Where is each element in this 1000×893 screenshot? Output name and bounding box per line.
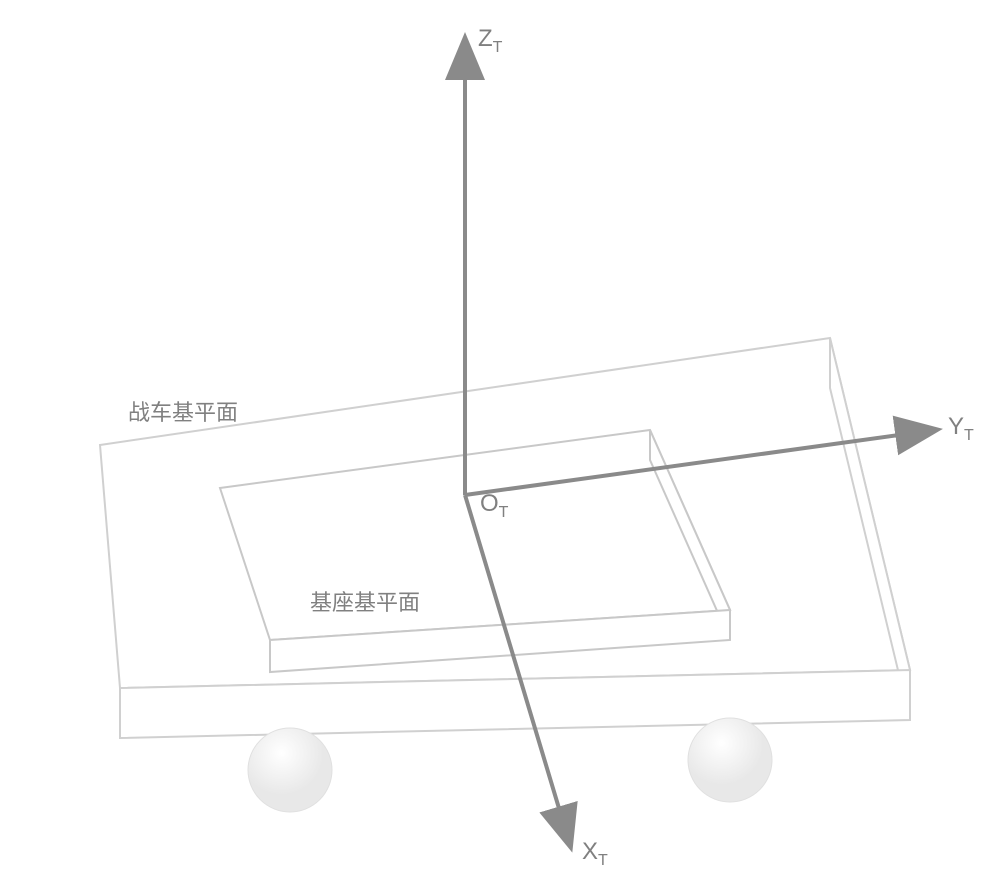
outer-plane-label: 战车基平面	[128, 395, 238, 427]
x-axis-label: XT	[582, 838, 608, 866]
y-axis-label: YT	[948, 413, 974, 441]
coordinate-diagram: 战车基平面 基座基平面 ZT YT XT OT	[0, 0, 1000, 893]
z-axis-label: ZT	[478, 25, 502, 53]
inner-plane-label: 基座基平面	[310, 585, 420, 617]
diagram-svg	[0, 0, 1000, 893]
origin-label: OT	[480, 490, 508, 518]
